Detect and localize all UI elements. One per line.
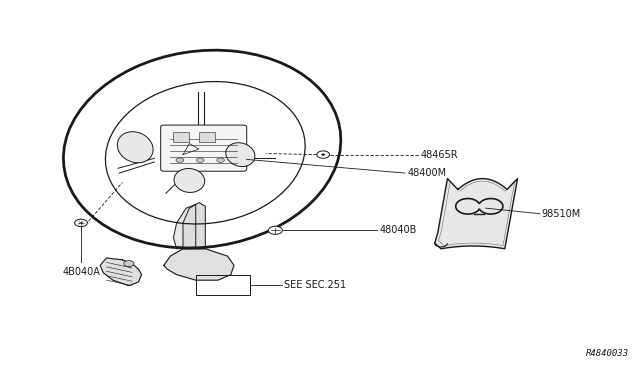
Text: 48465R: 48465R [420,150,458,160]
Polygon shape [173,205,196,249]
Polygon shape [164,249,234,280]
Text: SEE SEC.251: SEE SEC.251 [284,280,346,290]
Ellipse shape [117,132,153,163]
Bar [196,275,250,295]
Polygon shape [100,258,141,286]
Ellipse shape [174,169,205,192]
Circle shape [217,158,225,162]
Circle shape [321,154,325,156]
Text: R4840033: R4840033 [586,349,629,358]
Text: 98510M: 98510M [541,209,581,219]
Circle shape [196,158,204,162]
Circle shape [176,158,184,162]
Ellipse shape [226,143,255,167]
Text: 4B040A: 4B040A [62,267,100,277]
Polygon shape [183,203,205,249]
FancyBboxPatch shape [161,125,246,171]
Circle shape [124,260,134,266]
Circle shape [317,151,330,158]
Text: 48400M: 48400M [408,168,447,178]
Circle shape [268,226,282,234]
Bar [199,132,215,142]
Bar [173,132,189,142]
Polygon shape [435,179,518,249]
Text: 48040B: 48040B [380,225,417,235]
Circle shape [75,219,88,227]
